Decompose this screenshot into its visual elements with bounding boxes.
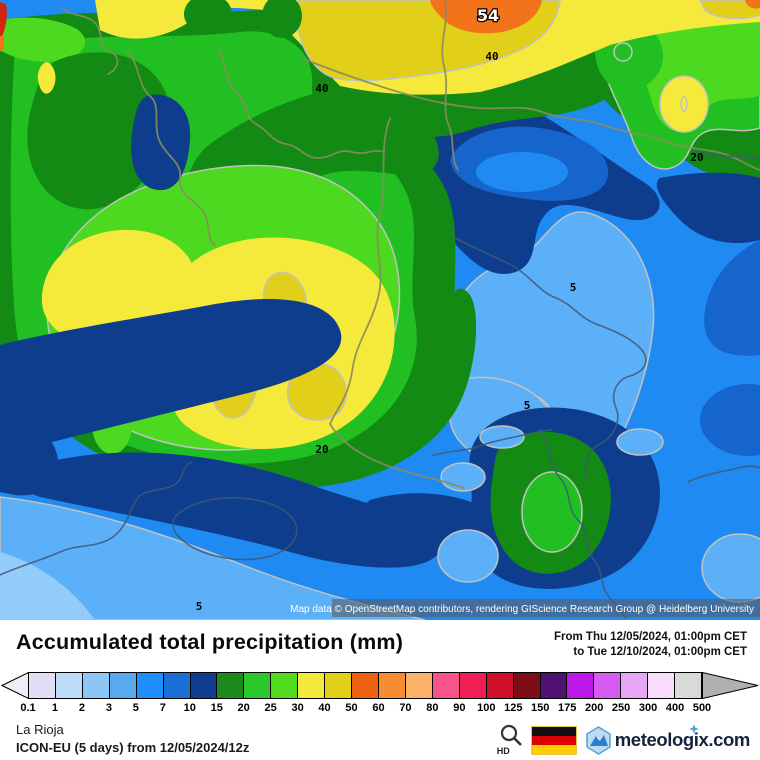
- color-scale-cell: [324, 673, 352, 698]
- hd-label: HD: [496, 746, 510, 756]
- color-scale-tick: 200: [584, 702, 604, 714]
- contour-value-label: 5: [196, 600, 203, 613]
- color-scale-cell: [566, 673, 594, 698]
- color-scale-cell: [674, 673, 702, 698]
- color-scale-tick: 3: [105, 702, 112, 714]
- color-scale-tick: 150: [531, 702, 550, 714]
- color-scale-cell: [135, 673, 163, 698]
- color-scale-cell: [593, 673, 621, 698]
- magnifier-icon: [500, 724, 517, 742]
- color-scale-cells: [28, 672, 702, 699]
- color-scale-tick: 25: [264, 702, 277, 714]
- valid-to: to Tue 12/10/2024, 01:00pm CET: [573, 646, 747, 658]
- brand-name: meteologix.com: [614, 729, 751, 750]
- color-scale-cell: [189, 673, 217, 698]
- color-scale-cell: [243, 673, 271, 698]
- color-scale-cell: [81, 673, 109, 698]
- color-scale-tick: 50: [345, 702, 358, 714]
- page-title: Accumulated total precipitation (mm): [16, 630, 404, 654]
- color-scale-tick: 100: [477, 702, 496, 714]
- model-run-label: ICON-EU (5 days) from 12/05/2024/12z: [16, 740, 250, 755]
- max-value-label: 54: [477, 6, 499, 25]
- color-scale-cell: [431, 673, 459, 698]
- valid-from: From Thu 12/05/2024, 01:00pm CET: [553, 631, 747, 643]
- color-scale-tick: 7: [159, 702, 166, 714]
- color-scale-tick: 1: [51, 702, 59, 714]
- german-flag-icon[interactable]: [530, 725, 577, 755]
- color-scale-tick: 40: [318, 702, 331, 714]
- color-scale-tick: 15: [210, 702, 223, 714]
- color-scale-cell: [620, 673, 648, 698]
- color-scale-tick: 400: [665, 702, 685, 714]
- sparkle-icon: [688, 723, 699, 734]
- color-scale-cell: [216, 673, 244, 698]
- contour-value-label: 20: [315, 443, 328, 456]
- legend-panel: Accumulated total precipitation (mm) Fro…: [0, 620, 760, 760]
- valid-period: From Thu 12/05/2024, 01:00pm CET to Tue …: [554, 630, 747, 660]
- color-scale-tick: 2: [78, 702, 85, 714]
- color-scale-tick: 60: [372, 702, 385, 714]
- contour-value-label: 20: [690, 151, 703, 164]
- model-info: La Rioja ICON-EU (5 days) from 12/05/202…: [16, 721, 249, 757]
- footer-logos: HD meteologix.com: [497, 723, 751, 756]
- color-scale-cell: [512, 673, 540, 698]
- map-value-labels: 54 40 40 20 5 5 20 5: [196, 5, 704, 613]
- color-scale-cell: [458, 673, 486, 698]
- color-scale-cell: [377, 673, 405, 698]
- region-name: La Rioja: [16, 722, 64, 737]
- color-scale-tick: 300: [638, 702, 658, 714]
- color-scale-tick: 10: [183, 702, 196, 714]
- precipitation-map[interactable]: Map data © OpenStreetMap contributors, r…: [0, 0, 760, 620]
- color-scale-cell: [270, 673, 298, 698]
- color-scale-tick: 20: [237, 702, 250, 714]
- color-scale-cell: [297, 673, 325, 698]
- color-scale-tick: 30: [291, 702, 304, 714]
- contour-value-label: 5: [570, 281, 577, 294]
- color-scale-cell: [404, 673, 432, 698]
- color-scale-cell: [162, 673, 190, 698]
- contour-value-label: 5: [524, 399, 531, 412]
- color-scale-ticks: 0.1 1 2 3 5 7 10 15 20 25 30 40 50 60 70 80 90 100 125 150 1…: [0, 702, 760, 716]
- hd-zoom-button[interactable]: HD: [497, 724, 523, 756]
- color-scale-tick: 500: [692, 702, 712, 714]
- color-scale: [0, 672, 760, 699]
- contour-value-label: 40: [485, 50, 498, 63]
- color-scale-cell: [29, 673, 55, 698]
- map-attribution: Map data © OpenStreetMap contributors, r…: [290, 604, 754, 615]
- color-scale-cell: [54, 673, 82, 698]
- color-scale-tick: 70: [399, 702, 412, 714]
- color-scale-cell: [647, 673, 675, 698]
- scale-arrow-left-icon: [1, 672, 29, 699]
- color-scale-cell: [351, 673, 378, 698]
- color-scale-tick: 5: [132, 702, 139, 714]
- scale-arrow-right-icon: [702, 672, 759, 699]
- color-scale-tick: 0.1: [20, 702, 36, 714]
- color-scale-cell: [485, 673, 513, 698]
- color-scale-tick: 250: [611, 702, 631, 714]
- color-scale-tick: 90: [453, 702, 466, 714]
- meteologix-gem-icon: [586, 725, 611, 755]
- map-attribution-bar: [332, 599, 760, 617]
- color-scale-cell: [539, 673, 567, 698]
- brand-logo[interactable]: meteologix.com: [585, 723, 751, 755]
- color-scale-tick: 80: [426, 702, 439, 714]
- color-scale-cell: [108, 673, 136, 698]
- color-scale-tick: 125: [504, 702, 523, 714]
- contour-value-label: 40: [315, 82, 328, 95]
- color-scale-tick: 175: [558, 702, 577, 714]
